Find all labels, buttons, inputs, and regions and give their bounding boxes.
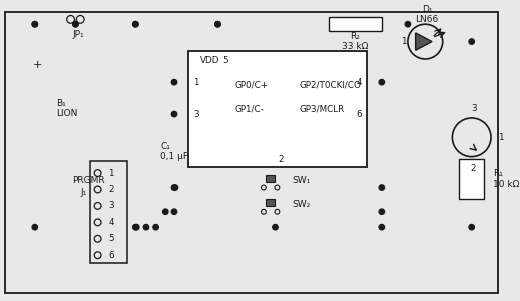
Circle shape	[379, 225, 384, 230]
Text: SW₁: SW₁	[292, 176, 310, 185]
Circle shape	[405, 21, 411, 27]
Circle shape	[32, 21, 37, 27]
Circle shape	[379, 79, 384, 85]
Text: 2: 2	[108, 185, 114, 194]
Bar	[90, 161, 127, 263]
Text: SW₂: SW₂	[292, 200, 310, 209]
Bar	[188, 51, 367, 167]
Circle shape	[452, 118, 491, 157]
Circle shape	[215, 21, 220, 27]
Circle shape	[94, 235, 101, 242]
Text: 6: 6	[357, 110, 362, 119]
Text: +: +	[33, 60, 43, 70]
Bar	[266, 199, 276, 206]
Text: 5: 5	[223, 56, 228, 65]
Circle shape	[215, 21, 220, 27]
Text: 2: 2	[471, 164, 476, 173]
Circle shape	[171, 185, 177, 190]
Text: GP1/C-: GP1/C-	[235, 105, 265, 114]
Circle shape	[379, 185, 384, 190]
Text: 3: 3	[193, 110, 199, 119]
Circle shape	[133, 21, 138, 27]
Circle shape	[153, 225, 158, 230]
Circle shape	[94, 252, 101, 259]
Circle shape	[134, 225, 139, 230]
Circle shape	[76, 15, 84, 23]
Circle shape	[171, 209, 177, 214]
Text: R₁
10 kΩ: R₁ 10 kΩ	[493, 169, 519, 188]
Text: 1: 1	[498, 133, 503, 142]
Circle shape	[408, 24, 443, 59]
Text: GP0/C+: GP0/C+	[235, 81, 269, 90]
Text: 3: 3	[471, 104, 476, 113]
Circle shape	[143, 225, 149, 230]
Text: GP3/MCLR: GP3/MCLR	[300, 105, 345, 114]
Text: C₁
0,1 μF: C₁ 0,1 μF	[161, 142, 188, 162]
Circle shape	[94, 203, 101, 209]
Circle shape	[163, 209, 168, 214]
Text: J₁: J₁	[80, 188, 86, 197]
Bar	[266, 175, 276, 182]
Text: JP₁: JP₁	[72, 30, 84, 39]
Text: D₁
LN66: D₁ LN66	[415, 5, 439, 24]
Text: 1: 1	[108, 169, 114, 178]
Circle shape	[262, 185, 266, 190]
Text: GP2/T0CKI/CO: GP2/T0CKI/CO	[300, 81, 361, 90]
Circle shape	[32, 225, 37, 230]
Text: 4: 4	[108, 218, 114, 227]
Text: PRGMR: PRGMR	[72, 176, 105, 185]
Circle shape	[171, 79, 177, 85]
Text: 1: 1	[401, 37, 407, 46]
Text: 3: 3	[108, 201, 114, 210]
Text: 5: 5	[108, 234, 114, 243]
Text: B₁: B₁	[56, 99, 66, 108]
Circle shape	[32, 21, 37, 27]
Circle shape	[273, 225, 278, 230]
Circle shape	[171, 111, 177, 117]
Circle shape	[133, 225, 138, 230]
Bar	[329, 17, 382, 31]
Text: 6: 6	[108, 251, 114, 260]
Circle shape	[94, 170, 101, 176]
Circle shape	[67, 15, 74, 23]
Circle shape	[275, 185, 280, 190]
Circle shape	[73, 21, 78, 27]
Circle shape	[133, 21, 138, 27]
Polygon shape	[415, 33, 432, 50]
Bar	[459, 159, 484, 199]
Text: R₂
33 kΩ: R₂ 33 kΩ	[342, 32, 368, 51]
Circle shape	[94, 219, 101, 226]
Text: 4: 4	[357, 78, 362, 87]
Circle shape	[73, 21, 78, 27]
Circle shape	[94, 186, 101, 193]
Circle shape	[469, 225, 474, 230]
Circle shape	[469, 39, 474, 44]
Circle shape	[275, 209, 280, 214]
Circle shape	[172, 185, 178, 190]
Text: 1: 1	[193, 78, 199, 87]
Text: VDD: VDD	[200, 56, 219, 65]
Circle shape	[379, 209, 384, 214]
Text: LION: LION	[56, 109, 77, 118]
Text: 2: 2	[279, 155, 284, 164]
Circle shape	[262, 209, 266, 214]
